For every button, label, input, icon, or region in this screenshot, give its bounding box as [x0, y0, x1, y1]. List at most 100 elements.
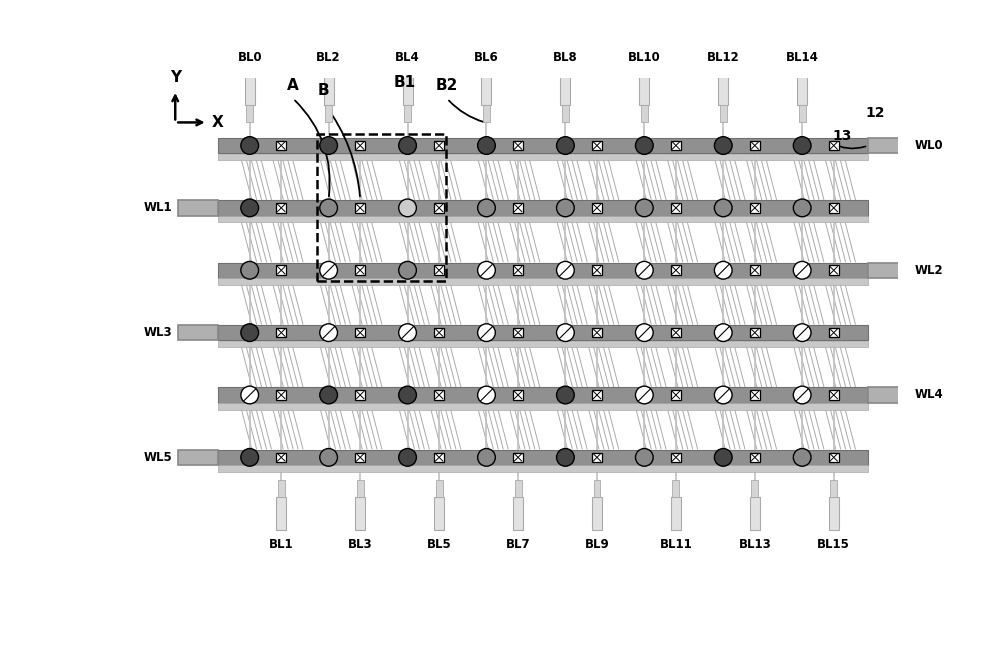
Bar — [434, 141, 444, 150]
Bar — [218, 465, 868, 472]
Bar — [246, 106, 253, 122]
Bar — [671, 390, 681, 400]
Text: BL7: BL7 — [506, 538, 530, 551]
Bar — [592, 141, 602, 150]
Bar — [218, 216, 868, 222]
Bar — [218, 450, 868, 465]
Text: BL4: BL4 — [395, 51, 420, 64]
Bar — [218, 154, 868, 160]
Bar — [513, 141, 523, 150]
Bar — [218, 341, 868, 347]
Text: BL11: BL11 — [660, 538, 692, 551]
Circle shape — [399, 137, 416, 154]
Bar — [355, 328, 365, 338]
Text: WL2: WL2 — [914, 264, 943, 277]
Text: 13: 13 — [832, 130, 851, 143]
Circle shape — [714, 386, 732, 404]
Bar — [750, 452, 760, 462]
Text: Y: Y — [170, 70, 181, 85]
Circle shape — [635, 324, 653, 341]
Circle shape — [241, 386, 259, 404]
Circle shape — [635, 448, 653, 466]
Circle shape — [557, 261, 574, 279]
Text: B1: B1 — [394, 75, 416, 90]
Bar — [868, 138, 908, 153]
Circle shape — [320, 324, 337, 341]
Circle shape — [399, 199, 416, 216]
Text: B: B — [318, 83, 330, 98]
Bar — [750, 328, 760, 338]
Bar — [720, 106, 727, 122]
Bar — [218, 262, 868, 278]
Circle shape — [793, 137, 811, 154]
Bar — [829, 141, 839, 150]
Bar — [592, 390, 602, 400]
Circle shape — [557, 448, 574, 466]
Bar — [513, 203, 523, 213]
Circle shape — [793, 386, 811, 404]
Bar — [218, 325, 868, 340]
Circle shape — [635, 199, 653, 216]
Bar — [868, 262, 908, 278]
Text: WL4: WL4 — [914, 389, 943, 402]
Bar — [830, 480, 837, 498]
Bar — [324, 73, 334, 106]
Text: A: A — [287, 78, 299, 93]
Bar — [355, 203, 365, 213]
Bar — [592, 328, 602, 338]
Circle shape — [793, 448, 811, 466]
Circle shape — [320, 386, 337, 404]
Bar — [592, 498, 602, 530]
Circle shape — [241, 137, 259, 154]
Bar — [562, 106, 569, 122]
Circle shape — [714, 324, 732, 341]
Circle shape — [241, 448, 259, 466]
Circle shape — [241, 261, 259, 279]
Circle shape — [478, 448, 495, 466]
Bar — [178, 325, 218, 340]
Bar — [218, 388, 868, 402]
Bar — [671, 452, 681, 462]
Circle shape — [478, 324, 495, 341]
Bar — [799, 106, 806, 122]
Bar — [513, 328, 523, 338]
Circle shape — [320, 448, 337, 466]
Circle shape — [399, 324, 416, 341]
Bar — [671, 203, 681, 213]
Circle shape — [478, 199, 495, 216]
Bar — [434, 203, 444, 213]
Bar — [481, 73, 491, 106]
Bar — [750, 203, 760, 213]
Bar — [434, 266, 444, 275]
Text: B2: B2 — [436, 78, 458, 93]
Circle shape — [478, 137, 495, 154]
Circle shape — [399, 261, 416, 279]
Text: BL13: BL13 — [738, 538, 771, 551]
Text: BL10: BL10 — [628, 51, 661, 64]
Circle shape — [320, 261, 337, 279]
Text: BL2: BL2 — [316, 51, 341, 64]
Bar — [513, 498, 523, 530]
Circle shape — [793, 324, 811, 341]
Circle shape — [635, 386, 653, 404]
Bar — [178, 200, 218, 216]
Circle shape — [557, 137, 574, 154]
Circle shape — [714, 137, 732, 154]
Text: WL3: WL3 — [144, 326, 172, 339]
Bar — [355, 390, 365, 400]
Bar — [403, 73, 413, 106]
Bar — [718, 73, 728, 106]
Bar — [434, 498, 444, 530]
Circle shape — [557, 324, 574, 341]
Bar — [829, 498, 839, 530]
Bar — [592, 203, 602, 213]
Bar — [829, 328, 839, 338]
Bar — [750, 390, 760, 400]
Bar — [750, 498, 760, 530]
Bar — [276, 203, 286, 213]
Text: WL1: WL1 — [144, 202, 172, 214]
Bar — [751, 480, 758, 498]
Text: BL9: BL9 — [585, 538, 609, 551]
Bar — [750, 141, 760, 150]
Bar — [434, 452, 444, 462]
